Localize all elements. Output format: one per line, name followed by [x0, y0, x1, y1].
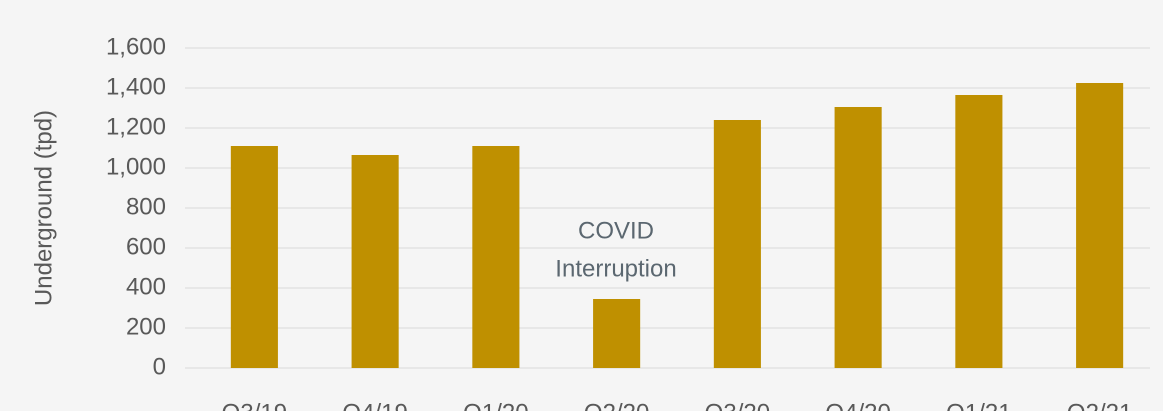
y-tick-label: 1,400	[106, 73, 166, 100]
x-tick-label: Q4/19	[342, 399, 407, 411]
x-tick-label: Q3/20	[705, 399, 770, 411]
y-tick-label: 1,600	[106, 33, 166, 60]
bar	[351, 155, 399, 368]
x-tick-label: Q2/20	[584, 399, 649, 411]
bar	[230, 146, 278, 368]
y-axis-label: Underground (tpd)	[30, 110, 57, 306]
bar	[1076, 83, 1124, 368]
y-tick-label: 1,000	[106, 153, 166, 180]
annotation: COVID	[578, 217, 654, 244]
bar	[713, 120, 761, 368]
annotation: Interruption	[555, 255, 676, 282]
bar	[834, 107, 882, 368]
bar	[955, 95, 1003, 368]
y-tick-label: 600	[126, 233, 166, 260]
y-tick-label: 400	[126, 273, 166, 300]
y-tick-label: 0	[153, 353, 166, 380]
x-tick-label: Q3/19	[222, 399, 287, 411]
y-tick-label: 200	[126, 313, 166, 340]
x-tick-label: Q2/21	[1067, 399, 1132, 411]
x-tick-label: Q1/20	[463, 399, 528, 411]
y-tick-label: 1,200	[106, 113, 166, 140]
bar	[593, 299, 641, 368]
bar	[472, 146, 520, 368]
x-tick-label: Q1/21	[946, 399, 1011, 411]
y-tick-label: 800	[126, 193, 166, 220]
x-tick-label: Q4/20	[825, 399, 890, 411]
